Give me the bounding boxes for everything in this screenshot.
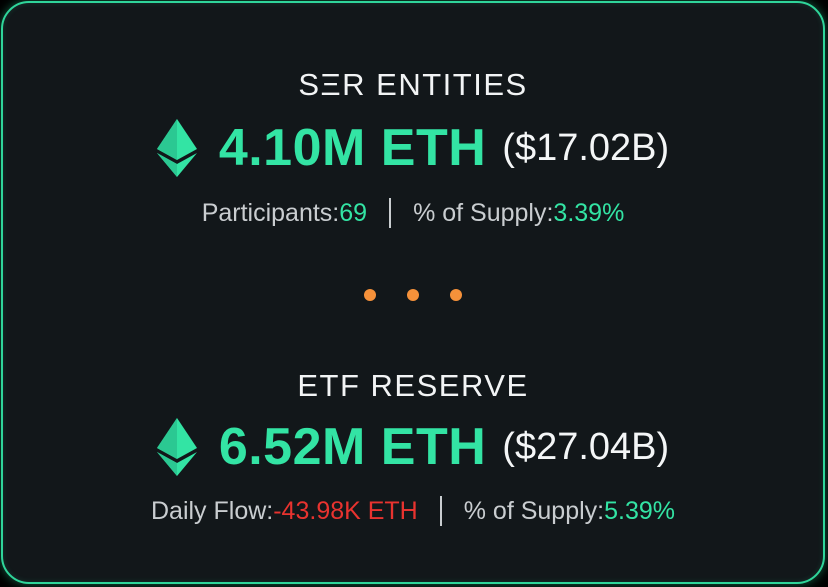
ser-entities-section: SΞR ENTITIES — [3, 69, 823, 100]
stat-divider — [439, 496, 442, 526]
etf-reserve-stats: Daily Flow: -43.98K ETH % of Supply: 5.3… — [3, 496, 823, 526]
ser-entities-stats: Participants: 69 % of Supply: 3.39% — [3, 198, 823, 228]
etf-reserve-eth-amount: 6.52M ETH — [218, 418, 487, 476]
daily-flow-label: Daily Flow: — [150, 496, 274, 525]
dot-icon — [364, 289, 376, 301]
ser-supply-label: % of Supply: — [413, 198, 554, 227]
dot-icon — [407, 289, 419, 301]
stat-divider — [389, 198, 392, 228]
ser-entities-amount-row: 4.10M ETH ($17.02B) — [3, 119, 823, 177]
etf-supply-value: 5.39% — [604, 496, 675, 525]
etf-reserve-title: ETF RESERVE — [297, 368, 529, 403]
participants-value: 69 — [339, 198, 368, 227]
participants-label: Participants: — [201, 198, 340, 227]
ser-supply-value: 3.39% — [553, 198, 625, 227]
ser-entities-eth-amount: 4.10M ETH — [218, 119, 487, 177]
separator-dots — [3, 289, 823, 301]
etf-reserve-usd-value: ($27.04B) — [502, 426, 670, 468]
etf-reserve-section: ETF RESERVE — [3, 370, 823, 401]
dot-icon — [450, 289, 462, 301]
daily-flow-value: -43.98K ETH — [273, 496, 418, 525]
ser-entities-usd-value: ($17.02B) — [502, 127, 670, 169]
etf-reserve-amount-row: 6.52M ETH ($27.04B) — [3, 418, 823, 476]
ethereum-icon — [156, 418, 197, 476]
etf-supply-label: % of Supply: — [463, 496, 605, 525]
ethereum-icon — [156, 119, 197, 177]
ser-entities-title: SΞR ENTITIES — [298, 67, 528, 102]
